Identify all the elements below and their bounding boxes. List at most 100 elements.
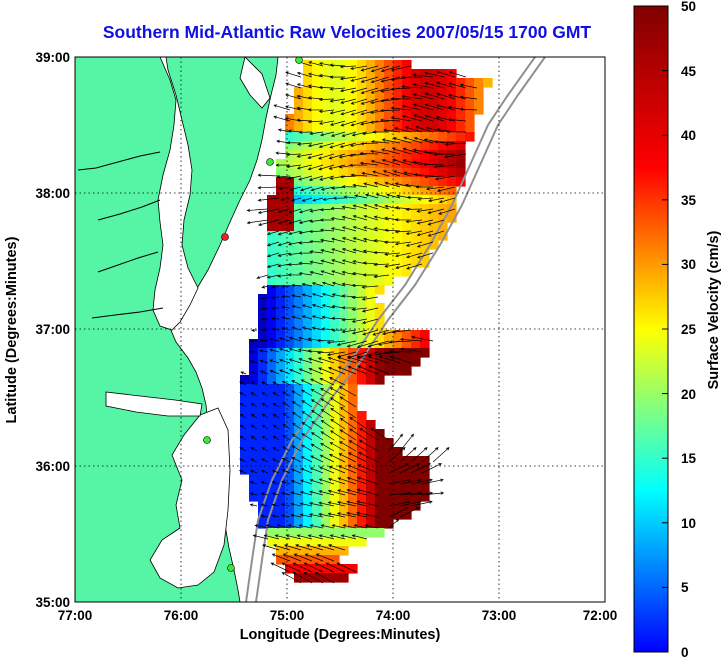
velocity-cell	[348, 222, 358, 232]
velocity-arrow	[272, 402, 280, 408]
velocity-arrow	[413, 173, 434, 177]
velocity-arrow	[290, 502, 302, 507]
velocity-cell	[294, 573, 304, 583]
velocity-arrow	[350, 65, 368, 71]
velocity-arrow	[298, 336, 313, 342]
velocity-cell	[339, 177, 349, 187]
velocity-cell	[330, 411, 340, 421]
velocity-arrow	[361, 307, 379, 313]
velocity-cell	[294, 294, 304, 304]
velocity-cell	[375, 150, 385, 160]
velocity-cell	[276, 411, 286, 421]
velocity-cell	[429, 114, 439, 124]
velocity-cell	[456, 114, 466, 124]
velocity-cell	[339, 573, 349, 583]
velocity-arrow	[328, 377, 346, 386]
velocity-arrow	[303, 562, 324, 573]
velocity-cell	[375, 159, 385, 169]
velocity-arrow	[386, 193, 401, 199]
velocity-arrow	[298, 175, 313, 181]
velocity-cell	[348, 186, 358, 196]
velocity-arrow	[251, 328, 258, 332]
velocity-arrow	[307, 349, 324, 353]
velocity-arrow	[406, 263, 423, 270]
velocity-arrow	[341, 329, 357, 334]
velocity-arrow	[319, 228, 335, 232]
velocity-arrow	[399, 463, 421, 474]
velocity-arrow	[250, 435, 258, 441]
velocity-cell	[384, 492, 394, 502]
velocity-arrow	[300, 467, 313, 474]
velocity-cell	[375, 465, 385, 475]
velocity-cell	[456, 96, 466, 106]
velocity-arrow	[330, 418, 346, 430]
velocity-cell	[411, 492, 421, 502]
velocity-arrow	[310, 186, 324, 192]
velocity-arrow	[340, 534, 357, 540]
velocity-arrow	[394, 241, 412, 246]
velocity-cell	[366, 195, 376, 205]
velocity-arrow	[368, 365, 390, 375]
velocity-cell	[285, 564, 295, 574]
velocity-cell	[249, 384, 259, 394]
velocity-arrow	[327, 512, 346, 518]
velocity-arrow	[320, 524, 335, 529]
velocity-cell	[456, 159, 466, 169]
velocity-cell	[276, 285, 286, 295]
velocity-cell	[357, 429, 367, 439]
velocity-arrow	[416, 241, 434, 248]
velocity-cell	[366, 510, 376, 520]
velocity-arrow	[373, 215, 390, 221]
velocity-cell	[393, 69, 403, 79]
velocity-arrow	[295, 544, 313, 551]
velocity-arrow	[402, 147, 423, 155]
velocity-arrow	[260, 469, 269, 474]
velocity-arrow	[239, 458, 247, 463]
velocity-arrow	[277, 241, 291, 247]
velocity-cell	[384, 483, 394, 493]
colorbar-tick-label: 15	[681, 451, 697, 466]
velocity-arrow	[291, 434, 302, 441]
velocity-cell	[411, 456, 421, 466]
velocity-cell	[321, 519, 331, 529]
velocity-cell	[393, 150, 403, 160]
velocity-arrow	[328, 153, 346, 160]
velocity-cell	[303, 429, 313, 439]
velocity-arrow	[307, 142, 324, 148]
velocity-cell	[330, 384, 340, 394]
velocity-cell	[258, 465, 268, 475]
velocity-cell	[411, 330, 421, 340]
velocity-cell	[474, 87, 484, 97]
velocity-arrow	[285, 534, 302, 540]
velocity-cell	[285, 177, 295, 187]
velocity-cell	[321, 141, 331, 151]
velocity-arrow	[373, 262, 390, 267]
velocity-cell	[375, 177, 385, 187]
velocity-cell	[267, 321, 277, 331]
velocity-cell	[420, 141, 430, 151]
velocity-arrow	[424, 71, 445, 78]
colorbar-tick-label: 0	[681, 645, 689, 659]
velocity-cell	[375, 195, 385, 205]
velocity-cell	[420, 87, 430, 97]
velocity-arrow	[271, 492, 280, 496]
velocity-cell	[330, 60, 340, 70]
velocity-cell	[285, 330, 295, 340]
velocity-cell	[330, 276, 340, 286]
velocity-cell	[321, 312, 331, 322]
velocity-cell	[276, 492, 286, 502]
velocity-cell	[375, 168, 385, 178]
velocity-cell	[285, 231, 295, 241]
velocity-arrow	[341, 306, 357, 310]
velocity-cell	[321, 186, 331, 196]
velocity-cell	[375, 276, 385, 286]
velocity-cell	[294, 465, 304, 475]
velocity-cell	[285, 555, 295, 565]
velocity-cell	[312, 231, 322, 241]
velocity-cell	[384, 366, 394, 376]
velocity-arrow	[320, 249, 335, 254]
velocity-cell	[321, 132, 331, 142]
velocity-arrow	[281, 572, 302, 584]
velocity-arrow	[401, 75, 423, 79]
velocity-cell	[294, 150, 304, 160]
